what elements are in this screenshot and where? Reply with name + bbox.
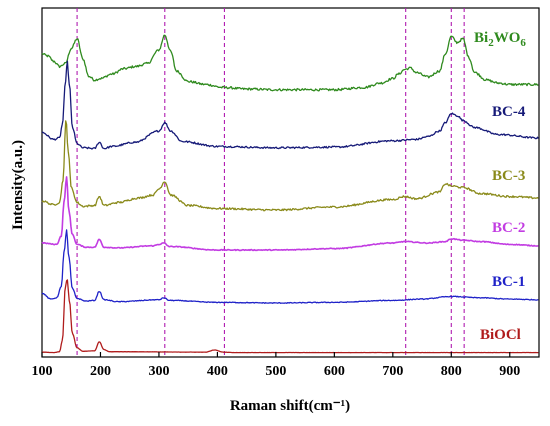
x-tick-label-500: 500 [265, 364, 286, 379]
series-line-2 [41, 60, 539, 150]
x-tick-label-300: 300 [148, 364, 169, 379]
x-tick-label-600: 600 [324, 364, 345, 379]
x-axis-title: Raman shift(cm⁻¹) [230, 398, 350, 414]
series-lines [41, 34, 539, 354]
series-labels: Bi2WO6 BC-4 BC-3 BC-2 BC-1 BiOCl [474, 30, 526, 343]
x-tick-label-100: 100 [32, 364, 53, 379]
series-line-4 [41, 176, 539, 252]
series-line-3 [41, 120, 539, 212]
series-label-6: BiOCl [480, 327, 521, 343]
x-tick-label-900: 900 [499, 364, 520, 379]
series-label-1: Bi2WO6 [474, 30, 526, 49]
x-axis-ticks: 100 200 300 400 500 600 700 800 900 [32, 352, 520, 379]
series-line-1 [41, 34, 539, 92]
series-line-6 [41, 279, 539, 354]
series-line-5 [41, 229, 539, 304]
series-label-3: BC-3 [492, 168, 525, 184]
x-tick-label-800: 800 [441, 364, 462, 379]
y-axis-title: Intensity(a.u.) [10, 140, 26, 230]
x-tick-label-400: 400 [207, 364, 228, 379]
series-label-4: BC-2 [492, 220, 525, 236]
series-label-2: BC-4 [492, 104, 526, 120]
x-tick-label-200: 200 [90, 364, 111, 379]
plot-area [41, 7, 540, 358]
x-tick-label-700: 700 [382, 364, 403, 379]
series-label-5: BC-1 [492, 274, 525, 290]
